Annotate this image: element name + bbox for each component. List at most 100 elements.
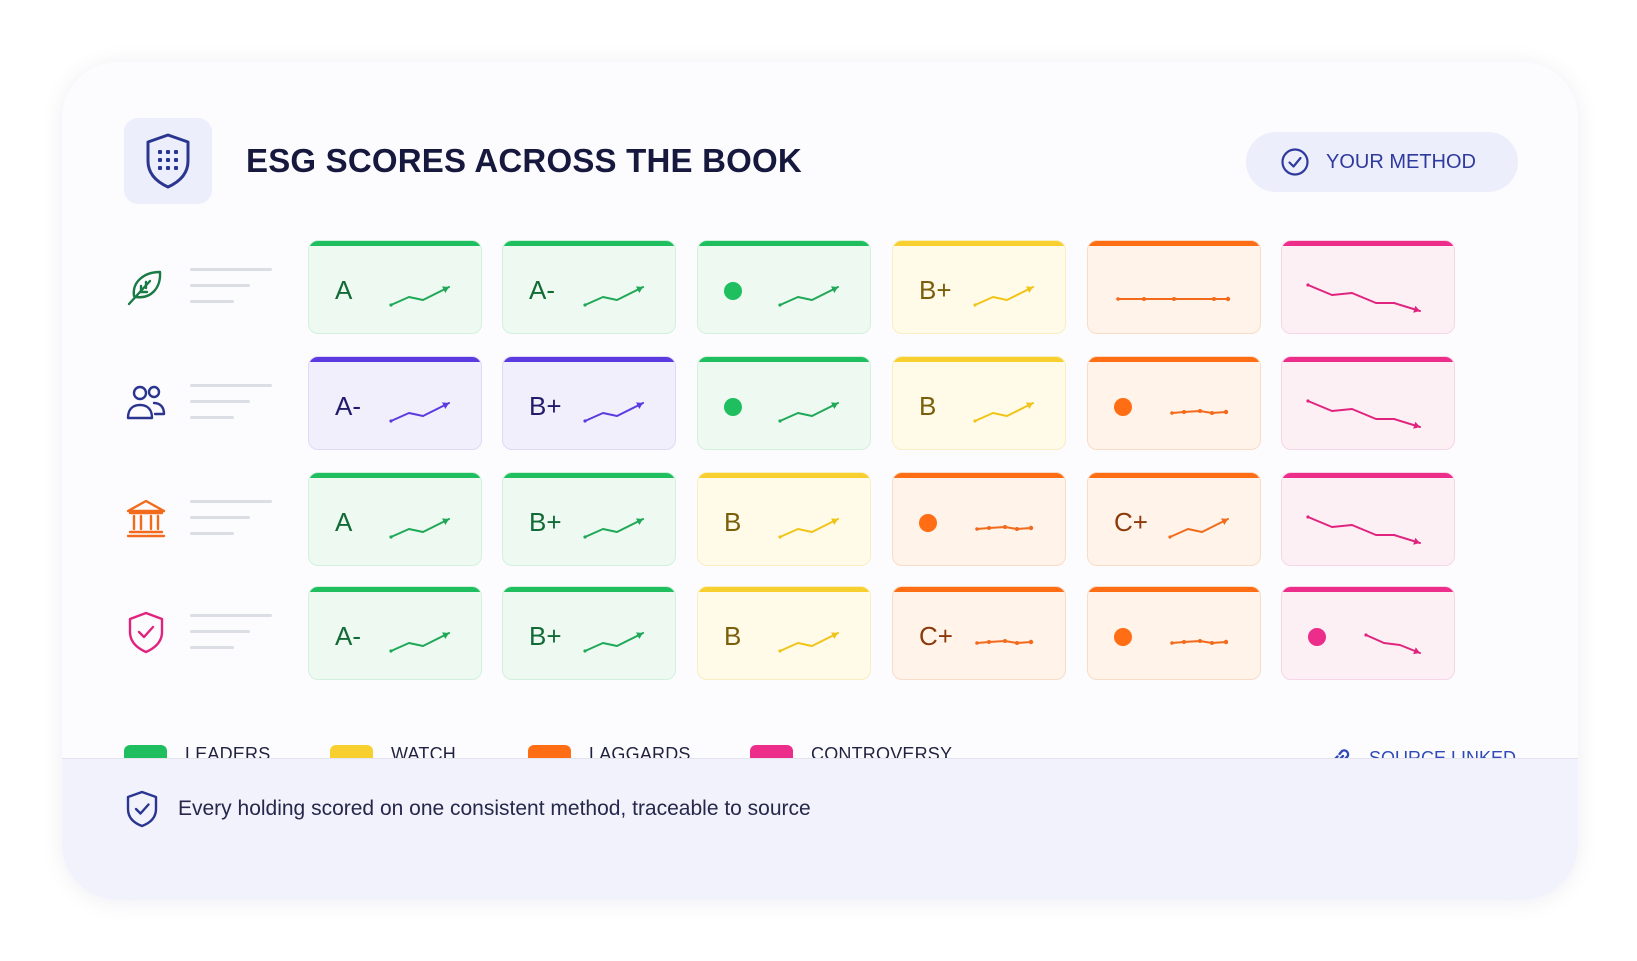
status-bar — [309, 587, 481, 592]
footer-text: Every holding scored on one consistent m… — [178, 797, 811, 820]
your-method-button[interactable]: YOUR METHOD — [1246, 132, 1518, 192]
trend-sparkline — [1170, 639, 1229, 645]
trend-sparkline — [778, 402, 839, 423]
placeholder-line — [190, 646, 234, 649]
score-tile[interactable]: B — [697, 472, 871, 566]
trend-sparkline — [778, 286, 839, 307]
score-tile[interactable]: B+ — [502, 472, 676, 566]
status-bar — [893, 473, 1065, 478]
placeholder-line — [190, 384, 272, 387]
score-tile[interactable]: A- — [308, 586, 482, 680]
score-tile[interactable]: C+ — [892, 586, 1066, 680]
trend-sparkline — [389, 286, 450, 307]
trend-sparkline — [389, 518, 450, 539]
status-bar — [503, 587, 675, 592]
trend-sparkline — [583, 518, 644, 539]
status-bar — [893, 587, 1065, 592]
score-tile[interactable]: B — [892, 356, 1066, 450]
placeholder-line — [190, 630, 250, 633]
trend-sparkline — [389, 402, 450, 423]
score-tile[interactable]: B+ — [502, 356, 676, 450]
trend-sparkline — [583, 286, 644, 307]
trend-sparkline — [1306, 283, 1421, 313]
score-row: A B+ B C+ — [124, 472, 1524, 568]
your-method-label: YOUR METHOD — [1326, 150, 1476, 173]
status-bar — [309, 357, 481, 362]
grade-label: B — [919, 391, 937, 421]
grade-label: C+ — [919, 621, 953, 651]
footer: Every holding scored on one consistent m… — [62, 758, 1578, 900]
status-bar — [698, 587, 870, 592]
score-row: A- B+ B C+ — [124, 586, 1524, 682]
score-row: A A- B+ — [124, 240, 1524, 336]
trend-sparkline — [583, 402, 644, 423]
placeholder-line — [190, 400, 250, 403]
score-tile[interactable]: B — [697, 586, 871, 680]
leaf-icon — [124, 264, 168, 308]
institution-icon — [124, 496, 168, 540]
status-bar — [1088, 241, 1260, 246]
placeholder-line — [190, 300, 234, 303]
score-tile[interactable] — [1281, 472, 1455, 566]
trend-sparkline — [975, 639, 1034, 645]
status-dot — [724, 282, 742, 300]
score-tile[interactable] — [697, 240, 871, 334]
status-bar — [1282, 241, 1454, 246]
status-bar — [503, 473, 675, 478]
score-row: A- B+ B — [124, 356, 1524, 452]
status-bar — [1282, 587, 1454, 592]
trend-sparkline — [1170, 409, 1229, 415]
shield-check-icon — [124, 610, 168, 654]
grade-label: B+ — [919, 275, 952, 305]
placeholder-line — [190, 416, 234, 419]
score-tile[interactable] — [892, 472, 1066, 566]
score-tile[interactable] — [1087, 240, 1261, 334]
row-label-placeholder — [190, 268, 272, 316]
people-icon — [124, 380, 168, 424]
status-bar — [698, 473, 870, 478]
grade-label: B+ — [529, 621, 562, 651]
score-tile[interactable]: A — [308, 472, 482, 566]
status-bar — [893, 357, 1065, 362]
score-tile[interactable]: A- — [502, 240, 676, 334]
status-dot — [1114, 398, 1132, 416]
status-dot — [919, 514, 937, 532]
score-tile[interactable]: B+ — [892, 240, 1066, 334]
grade-label: B — [724, 507, 742, 537]
trend-sparkline — [973, 286, 1034, 307]
status-bar — [698, 357, 870, 362]
esg-card: ESG SCORES ACROSS THE BOOK YOUR METHOD A… — [62, 62, 1578, 900]
status-dot — [724, 398, 742, 416]
grade-label: A — [335, 507, 353, 537]
grade-label: A- — [335, 621, 361, 651]
placeholder-line — [190, 268, 272, 271]
score-tile[interactable] — [1087, 586, 1261, 680]
row-label-placeholder — [190, 500, 272, 548]
grade-label: B — [724, 621, 742, 651]
score-tile[interactable] — [1281, 586, 1455, 680]
score-tile[interactable] — [697, 356, 871, 450]
row-label-placeholder — [190, 384, 272, 432]
trend-sparkline — [1364, 633, 1421, 655]
trend-sparkline — [1306, 515, 1421, 545]
status-bar — [503, 241, 675, 246]
grade-label: A- — [529, 275, 555, 305]
score-tile[interactable]: B+ — [502, 586, 676, 680]
status-bar — [1282, 357, 1454, 362]
grade-label: A- — [335, 391, 361, 421]
status-bar — [1282, 473, 1454, 478]
score-tile[interactable] — [1281, 240, 1455, 334]
grade-label: C+ — [1114, 507, 1148, 537]
score-tile[interactable] — [1281, 356, 1455, 450]
score-tile[interactable]: A — [308, 240, 482, 334]
status-bar — [698, 241, 870, 246]
placeholder-line — [190, 284, 250, 287]
score-tile[interactable] — [1087, 356, 1261, 450]
status-bar — [1088, 587, 1260, 592]
trend-sparkline — [778, 518, 839, 539]
check-circle-icon — [1281, 148, 1309, 176]
status-bar — [1088, 357, 1260, 362]
score-tile[interactable]: C+ — [1087, 472, 1261, 566]
score-tile[interactable]: A- — [308, 356, 482, 450]
grade-label: B+ — [529, 507, 562, 537]
